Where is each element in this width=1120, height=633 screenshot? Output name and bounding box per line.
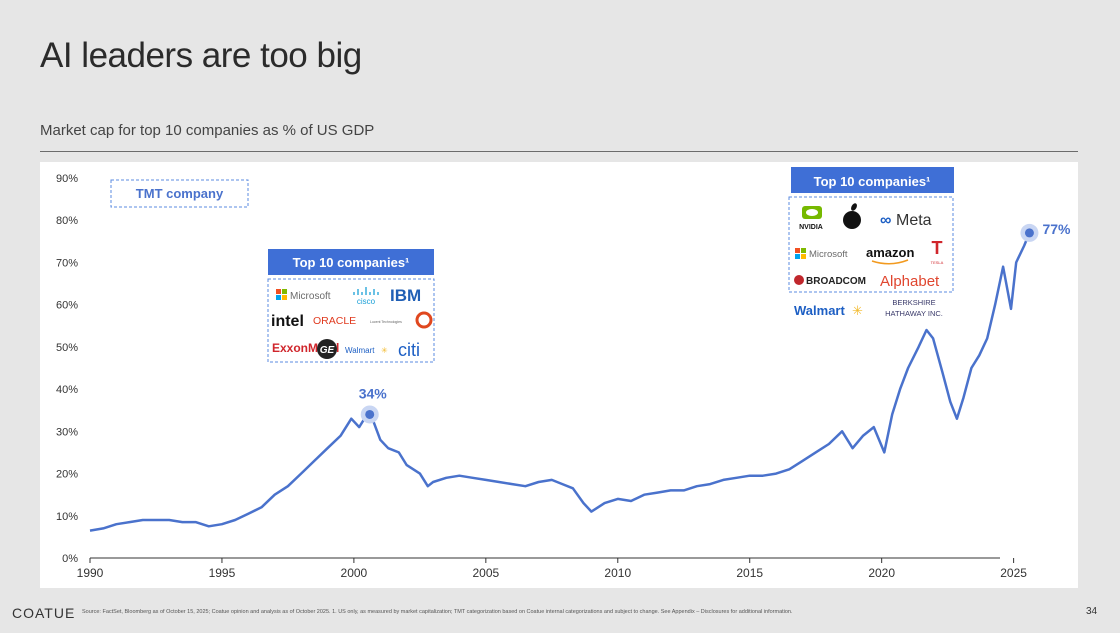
y-tick-label: 40%: [56, 384, 78, 396]
logo-oracle: ORACLE: [313, 315, 356, 327]
y-tick-label: 0%: [62, 553, 78, 565]
annotations: 34% 77%: [359, 221, 1071, 424]
box-frame: [267, 278, 435, 363]
tesla-icon: T: [932, 238, 943, 258]
box-header: Top 10 companies¹: [814, 174, 931, 189]
y-tick-label: 70%: [56, 257, 78, 269]
annotation-point: [365, 409, 375, 419]
meta-icon: ∞: [880, 212, 891, 229]
walmart-spark-icon: ✳: [381, 346, 388, 355]
logo-citi: citi: [398, 340, 420, 360]
x-tick-label: 2000: [341, 566, 368, 580]
x-tick-label: 1990: [77, 566, 104, 580]
x-tick-label: 2015: [736, 566, 763, 580]
x-axis: 1990 1995 2000 2005 2010 2015 2020 2025: [77, 557, 1027, 580]
logo-walmart-2025: Walmart: [794, 303, 845, 318]
logo-amazon: amazon: [866, 245, 914, 260]
slide-title: AI leaders are too big: [40, 36, 362, 75]
cisco-icon: [353, 287, 379, 295]
logo-tesla: TESLA: [931, 260, 944, 265]
y-tick-label: 20%: [56, 469, 78, 481]
logo-alphabet: Alphabet: [880, 273, 940, 290]
nvidia-icon: [802, 206, 822, 219]
walmart-spark-icon: ✳: [852, 303, 863, 318]
y-tick-label: 80%: [56, 215, 78, 227]
x-tick-label: 2010: [604, 566, 631, 580]
box-frame: [788, 196, 954, 293]
logo-nvidia: NVIDIA: [799, 224, 823, 231]
logo-meta: Meta: [896, 212, 932, 229]
logo-intel: intel: [271, 313, 304, 330]
logo-walmart: Walmart: [345, 346, 375, 355]
microsoft-icon: [795, 248, 806, 259]
series-lines: [89, 232, 1031, 532]
chart-panel: 0% 10% 20% 30% 40% 50% 60% 70% 80% 90% 1990 1995 20…: [40, 162, 1078, 588]
legend-label: TMT company: [136, 186, 224, 201]
annotation-label: 77%: [1042, 221, 1071, 237]
box-header: Top 10 companies¹: [293, 255, 410, 270]
y-tick-label: 90%: [56, 173, 78, 185]
series-line: [89, 232, 1031, 532]
x-tick-label: 1995: [209, 566, 236, 580]
y-tick-label: 10%: [56, 511, 78, 523]
box-header-bg: [791, 167, 954, 193]
annotation-label: 34%: [359, 385, 388, 401]
legend-tmt: TMT company: [110, 179, 249, 208]
microsoft-icon: [276, 289, 287, 300]
line-chart: 0% 10% 20% 30% 40% 50% 60% 70% 80% 90% 1990 1995 20…: [56, 167, 1071, 580]
top10-box-2025: Top 10 companies¹ NVIDIA ∞ Meta Microsof…: [788, 167, 954, 318]
logo-cisco: cisco: [357, 297, 376, 306]
page-number: 34: [1086, 606, 1098, 617]
y-tick-label: 50%: [56, 342, 78, 354]
x-tick-label: 2025: [1000, 566, 1027, 580]
annotation-point: [1024, 228, 1034, 238]
logo-microsoft-2025: Microsoft: [809, 249, 848, 260]
y-tick-label: 30%: [56, 426, 78, 438]
ge-icon: GE: [317, 339, 337, 359]
box-header-bg: [268, 249, 434, 275]
apple-icon: [843, 203, 861, 229]
lucent-ring-icon: [415, 311, 433, 329]
logo-ibm: IBM: [390, 286, 421, 305]
logo-microsoft: Microsoft: [290, 291, 331, 302]
logo-lucent: Lucent Technologies: [370, 320, 402, 324]
logo-berkshire: BERKSHIRE HATHAWAY INC.: [885, 298, 943, 318]
x-tick-label: 2005: [472, 566, 499, 580]
subtitle-rule: [40, 151, 1078, 152]
x-tick-label: 2020: [868, 566, 895, 580]
ge-label: GE: [320, 345, 335, 356]
footer-source: Source: FactSet, Bloomberg as of October…: [82, 609, 793, 615]
amazon-smile-icon: [871, 259, 909, 265]
broadcom-icon: [794, 275, 804, 285]
y-tick-label: 60%: [56, 300, 78, 312]
footer-logo: COATUE: [12, 605, 76, 621]
chart-subtitle: Market cap for top 10 companies as % of …: [40, 122, 375, 139]
logo-broadcom: BROADCOM: [806, 276, 866, 287]
top10-box-2000: Top 10 companies¹ Microsoft cisco IBM in…: [267, 249, 435, 363]
y-axis: 0% 10% 20% 30% 40% 50% 60% 70% 80% 90%: [56, 173, 78, 565]
